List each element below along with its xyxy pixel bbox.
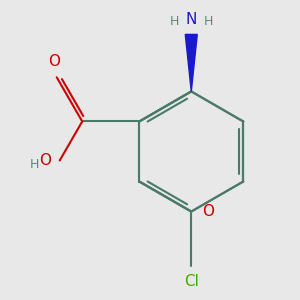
Polygon shape — [185, 34, 197, 92]
Text: H: H — [203, 15, 213, 28]
Text: N: N — [186, 12, 197, 27]
Text: Cl: Cl — [184, 274, 199, 289]
Text: H: H — [29, 158, 39, 171]
Text: O: O — [48, 54, 60, 69]
Text: O: O — [39, 153, 51, 168]
Text: O: O — [202, 204, 214, 219]
Text: H: H — [170, 15, 179, 28]
